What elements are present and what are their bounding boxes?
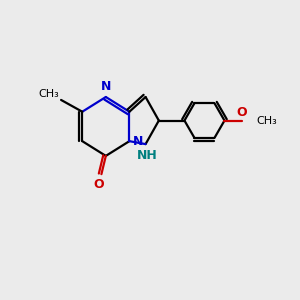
Text: N: N — [133, 135, 143, 148]
Text: NH: NH — [137, 148, 158, 161]
Text: CH₃: CH₃ — [256, 116, 277, 126]
Text: O: O — [93, 178, 104, 191]
Text: CH₃: CH₃ — [38, 89, 59, 99]
Text: O: O — [237, 106, 248, 119]
Text: N: N — [100, 80, 111, 94]
